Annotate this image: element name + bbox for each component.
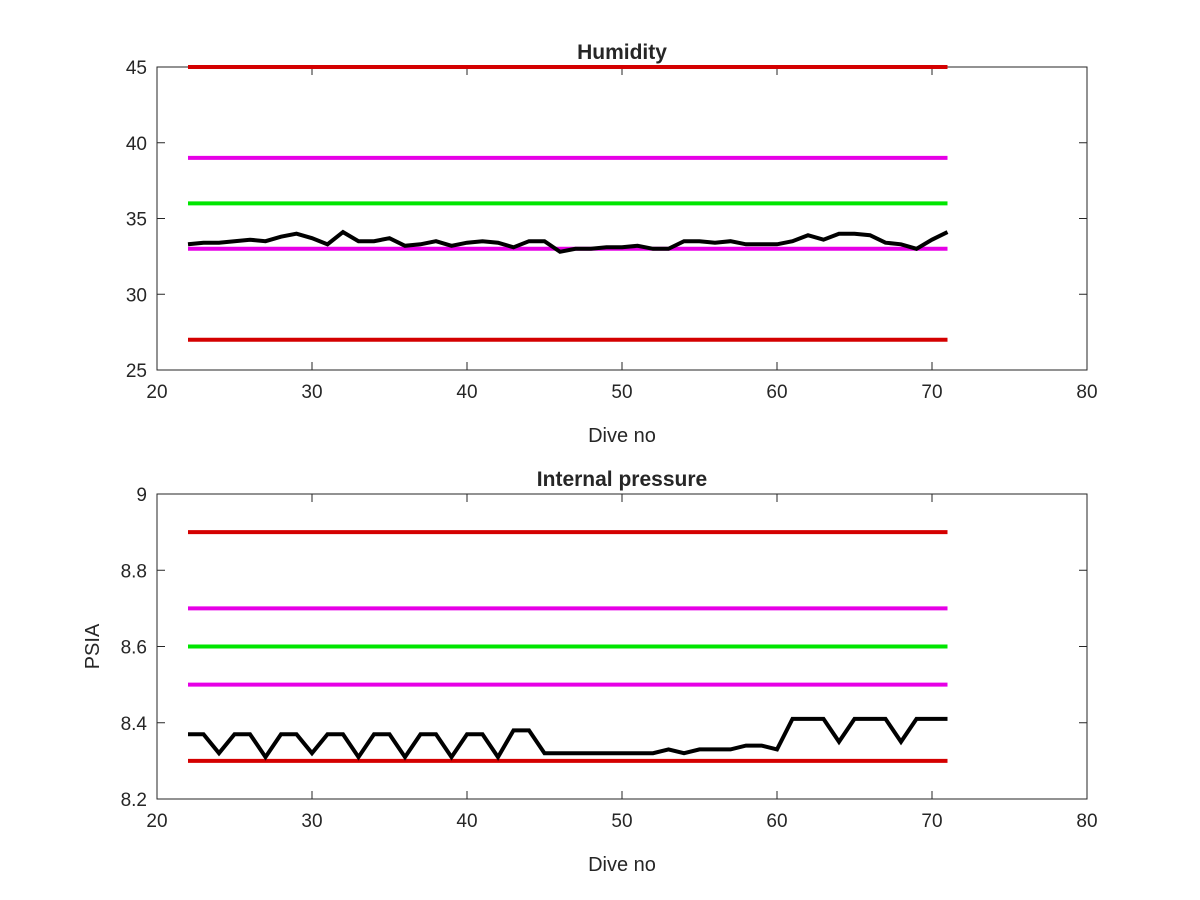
x-tick-label: 60 — [766, 382, 787, 403]
x-tick-label: 70 — [921, 811, 942, 832]
chart-title: Internal pressure — [537, 468, 707, 491]
y-tick-label: 40 — [126, 134, 147, 155]
x-tick-label: 50 — [611, 382, 632, 403]
y-axis-label: PSIA — [82, 623, 104, 669]
series-line — [187, 229, 949, 254]
x-tick-label: 80 — [1076, 382, 1097, 403]
y-tick-label: 35 — [126, 210, 147, 231]
x-tick-label: 50 — [611, 811, 632, 832]
y-tick-label: 8.8 — [121, 561, 147, 582]
x-tick-label: 70 — [921, 382, 942, 403]
axes-box — [156, 66, 1088, 371]
y-tick-label: 25 — [126, 361, 147, 382]
series-line — [188, 716, 948, 761]
x-axis-label: Dive no — [588, 425, 656, 447]
humidity-plot: Humidity Dive no 20 30 40 50 60 70 80 25 30 35 40 4… — [126, 41, 1098, 447]
y-tick-label: 30 — [126, 285, 147, 306]
x-tick-label: 40 — [456, 382, 477, 403]
y-tick-label: 45 — [126, 58, 147, 79]
y-tick-label: 8.2 — [121, 790, 147, 811]
x-tick-label: 60 — [766, 811, 787, 832]
x-tick-label: 80 — [1076, 811, 1097, 832]
y-tick-label: 8.6 — [121, 638, 147, 659]
x-tick-label: 20 — [146, 811, 167, 832]
x-axis-label: Dive no — [588, 854, 656, 876]
x-tick-label: 40 — [456, 811, 477, 832]
x-tick-label: 30 — [301, 811, 322, 832]
y-tick-label: 8.4 — [121, 714, 148, 735]
x-tick-label: 30 — [301, 382, 322, 403]
internal-pressure-plot: Internal pressure Dive no PSIA 20 30 40 50 6… — [82, 468, 1098, 876]
chart-title: Humidity — [577, 41, 667, 64]
x-tick-label: 20 — [146, 382, 167, 403]
y-tick-label: 9 — [136, 485, 147, 506]
